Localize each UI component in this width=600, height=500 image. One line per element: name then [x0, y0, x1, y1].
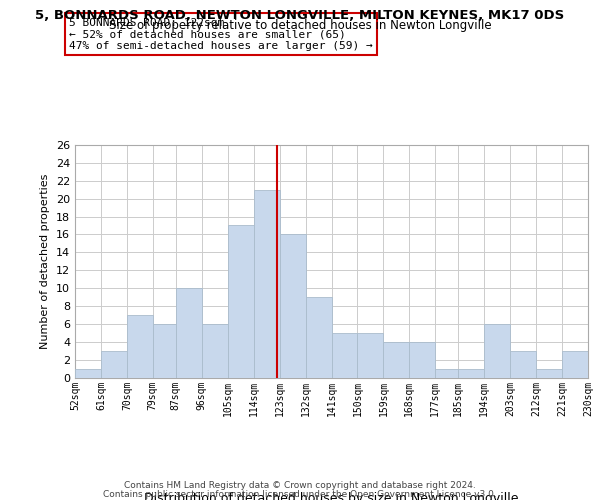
Text: 5 BONNARDS ROAD: 122sqm
← 52% of detached houses are smaller (65)
47% of semi-de: 5 BONNARDS ROAD: 122sqm ← 52% of detache… — [69, 18, 373, 50]
Y-axis label: Number of detached properties: Number of detached properties — [40, 174, 50, 349]
Bar — [153, 324, 176, 378]
Bar — [331, 333, 358, 378]
Bar — [484, 324, 510, 378]
Bar — [435, 368, 458, 378]
Bar — [254, 190, 280, 378]
Bar — [202, 324, 228, 378]
Bar — [228, 226, 254, 378]
Bar — [536, 368, 562, 378]
Bar — [280, 234, 305, 378]
Bar — [101, 350, 127, 378]
Bar — [510, 350, 536, 378]
Bar — [127, 315, 153, 378]
X-axis label: Distribution of detached houses by size in Newton Longville: Distribution of detached houses by size … — [144, 492, 519, 500]
Text: Contains HM Land Registry data © Crown copyright and database right 2024.: Contains HM Land Registry data © Crown c… — [124, 481, 476, 490]
Bar — [383, 342, 409, 378]
Bar — [358, 333, 383, 378]
Bar — [305, 297, 331, 378]
Text: Size of property relative to detached houses in Newton Longville: Size of property relative to detached ho… — [109, 18, 491, 32]
Bar — [458, 368, 484, 378]
Bar — [75, 368, 101, 378]
Text: 5, BONNARDS ROAD, NEWTON LONGVILLE, MILTON KEYNES, MK17 0DS: 5, BONNARDS ROAD, NEWTON LONGVILLE, MILT… — [35, 9, 565, 22]
Bar — [176, 288, 202, 378]
Bar — [409, 342, 435, 378]
Text: Contains public sector information licensed under the Open Government Licence v3: Contains public sector information licen… — [103, 490, 497, 499]
Bar — [562, 350, 588, 378]
